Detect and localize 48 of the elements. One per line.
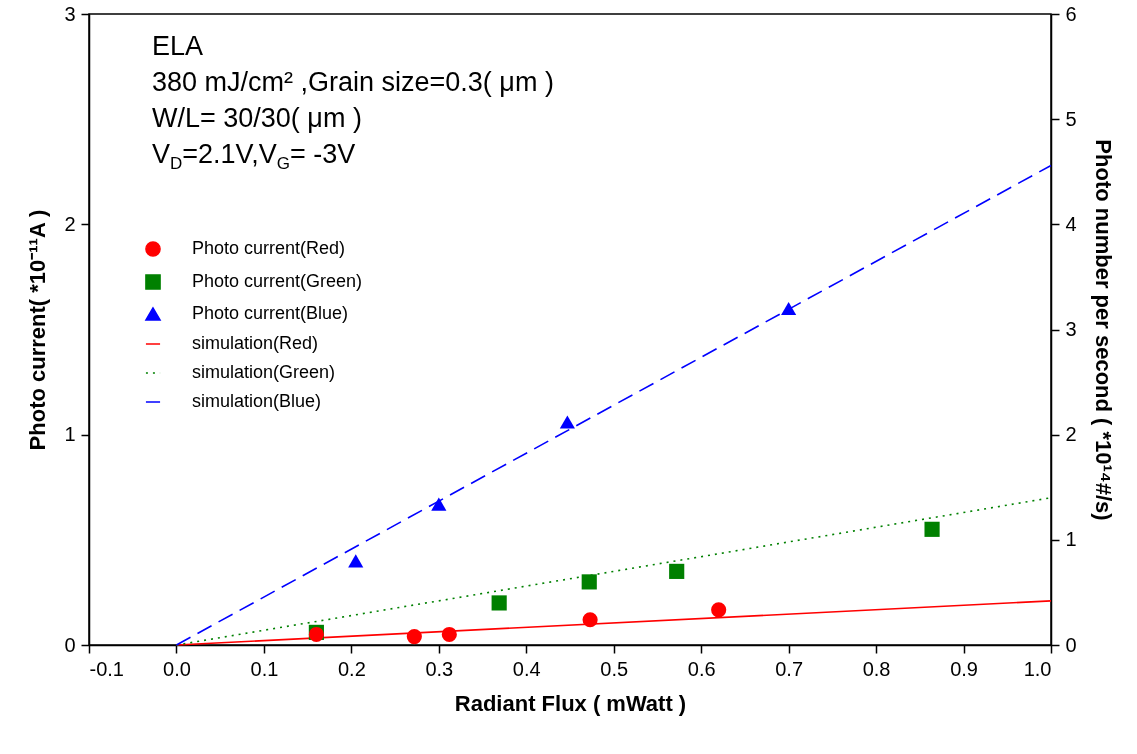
x-tick-label: 0.8	[862, 657, 891, 680]
x-tick-label: 0.1	[250, 657, 279, 680]
x-tick-label: 0.9	[950, 657, 978, 680]
y-tick-label: 0	[64, 633, 76, 656]
y2-tick-label: 4	[1065, 212, 1077, 235]
legend-label: simulation(Blue)	[192, 391, 322, 411]
legend-label: Photo current(Red)	[192, 238, 346, 258]
legend-label: simulation(Red)	[192, 333, 319, 353]
point	[582, 612, 598, 628]
y2-tick-label: 1	[1065, 528, 1077, 551]
legend-label: simulation(Green)	[192, 362, 336, 382]
x-tick-label: 0.2	[337, 657, 366, 680]
x-tick-label: 0.4	[512, 657, 541, 680]
point	[781, 301, 797, 316]
x-tick-label: 0.6	[687, 657, 716, 680]
y2-tick-label: 3	[1065, 318, 1077, 340]
point	[711, 602, 727, 618]
point	[491, 595, 507, 611]
x-tick-label: 0.3	[425, 657, 454, 680]
x-tick-label: -0.1	[89, 657, 124, 680]
annotation: ELA	[152, 30, 205, 63]
point	[924, 521, 940, 537]
y-tick-label: 3	[64, 2, 76, 25]
y-tick-label: 1	[64, 423, 76, 446]
y2-tick-label: 5	[1065, 107, 1077, 130]
point	[348, 554, 364, 568]
x-tick-label: 0.5	[600, 657, 629, 680]
point	[406, 629, 422, 645]
y2-tick-label: 6	[1065, 2, 1077, 25]
point	[431, 497, 447, 511]
annotation: V$_{D}$=2.1V,V$_{G}$= -3V	[152, 138, 357, 176]
x-tick-label: 0.7	[775, 657, 804, 680]
legend-label: Photo current(Blue)	[192, 303, 349, 323]
x-tick-label: 0.0	[163, 657, 191, 680]
x-axis-title: Radiant Flux ( mWatt )	[454, 690, 687, 716]
point	[559, 415, 575, 429]
y2-tick-label: 0	[1065, 633, 1077, 656]
annotation: 380 mJ/cm² ,Grain size=0.3( μm )	[152, 66, 554, 99]
point	[669, 563, 685, 579]
point	[441, 626, 457, 643]
y-tick-label: 2	[64, 212, 76, 235]
legend-label: Photo current(Green)	[192, 271, 363, 291]
y2-axis-title: Photo number per second ( *10¹⁴#/s)	[1090, 139, 1116, 521]
y-axis-title: Photo current( *10⁻¹¹A )	[25, 209, 51, 451]
x-tick-label: 1.0	[1023, 657, 1052, 680]
y2-tick-label: 2	[1065, 423, 1077, 446]
annotation: W/L= 30/30( μm )	[152, 102, 363, 135]
point	[581, 574, 597, 590]
